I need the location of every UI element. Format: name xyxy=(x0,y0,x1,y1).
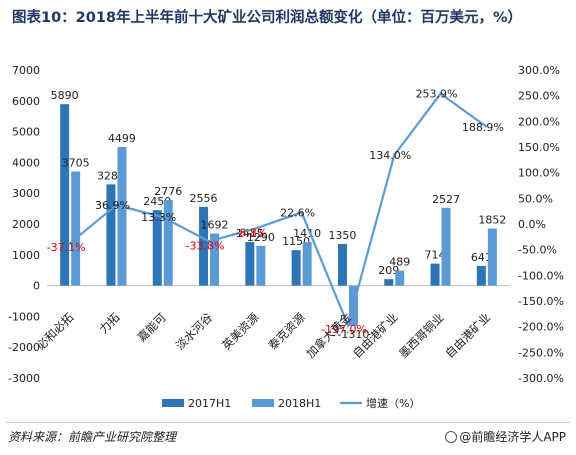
bar-label-2018h1: 1290 xyxy=(247,231,275,244)
legend-label-2017h1: 2017H1 xyxy=(188,397,231,410)
bar-label-2017h1: 1415 xyxy=(236,227,264,240)
growth-rate-label: 13.3% xyxy=(141,211,176,224)
bar-label-2018h1: 1852 xyxy=(478,214,506,227)
source-note: 资料来源：前瞻产业研究院整理 xyxy=(8,430,177,444)
category-label: 力拓 xyxy=(96,310,122,336)
left-axis-tick-label: -2000 xyxy=(8,341,40,354)
legend-label-growth: 增速（%） xyxy=(366,396,420,410)
bar-2018h1 xyxy=(395,270,405,286)
bar-2017h1 xyxy=(476,265,486,286)
bar-label-2017h1: 1350 xyxy=(328,229,356,242)
left-axis-tick-label: 1000 xyxy=(12,249,40,262)
left-axis-tick-label: 3000 xyxy=(12,187,40,200)
category-label: 自由港矿业 xyxy=(442,310,493,361)
growth-rate-label: -197.0% xyxy=(321,323,367,336)
bar-2018h1 xyxy=(163,200,173,286)
left-axis-tick-label: 0 xyxy=(33,280,40,293)
bar-label-2017h1: 641 xyxy=(471,251,492,264)
bar-2017h1 xyxy=(60,104,70,286)
left-axis-tick-label: 5000 xyxy=(12,126,40,139)
left-axis-tick-label: -1000 xyxy=(8,310,40,323)
category-label: 必和必拓 xyxy=(34,310,76,352)
right-axis-tick-label: -150.0% xyxy=(518,295,564,308)
legend-swatch-2018h1 xyxy=(252,399,274,407)
category-label: 泰克资源 xyxy=(265,310,308,353)
bar-2018h1 xyxy=(210,233,220,286)
bar-label-2018h1: -1310 xyxy=(337,328,369,341)
growth-rate-label: 36.9% xyxy=(95,199,130,212)
growth-rate-label: -8.8% xyxy=(235,227,267,240)
bar-2017h1 xyxy=(384,279,394,286)
bar-label-2018h1: 489 xyxy=(389,256,410,269)
left-axis-tick-label: 6000 xyxy=(12,95,40,108)
bar-2017h1 xyxy=(337,244,347,286)
growth-rate-label: -33.8% xyxy=(186,239,225,252)
bar-label-2018h1: 3705 xyxy=(62,156,90,169)
footer-divider xyxy=(6,422,570,423)
bar-label-2017h1: 2556 xyxy=(190,192,218,205)
right-axis-tick-label: -50.0% xyxy=(518,244,557,257)
bar-2017h1 xyxy=(106,184,116,286)
growth-rate-label: 253.9% xyxy=(416,88,458,101)
bar-label-2018h1: 1410 xyxy=(293,227,321,240)
left-axis-tick-label: 4000 xyxy=(12,156,40,169)
bar-2017h1 xyxy=(152,210,162,286)
bar-label-2017h1: 5890 xyxy=(51,89,79,102)
growth-rate-label: 134.0% xyxy=(369,149,411,162)
right-axis-tick-label: 150.0% xyxy=(518,141,560,154)
bar-label-2017h1: 209 xyxy=(378,264,399,277)
bar-2017h1 xyxy=(245,242,255,286)
growth-rate-label: 22.6% xyxy=(280,206,315,219)
bar-2018h1 xyxy=(117,147,127,286)
bar-label-2018h1: 2527 xyxy=(432,193,460,206)
right-axis-tick-label: -250.0% xyxy=(518,346,564,359)
growth-rate-label: 188.9% xyxy=(462,121,504,134)
bar-2018h1 xyxy=(487,228,497,286)
bar-2017h1 xyxy=(291,250,301,286)
bar-2018h1 xyxy=(256,245,266,286)
right-axis-tick-label: 200.0% xyxy=(518,115,560,128)
category-label: 墨西哥铜业 xyxy=(396,310,447,361)
legend-label-2018h1: 2018H1 xyxy=(278,397,321,410)
bar-label-2018h1: 2776 xyxy=(154,185,182,198)
bar-label-2018h1: 4499 xyxy=(108,132,136,145)
growth-rate-line xyxy=(69,92,488,329)
left-axis-tick-label: 7000 xyxy=(12,64,40,77)
bar-2017h1 xyxy=(199,206,209,286)
right-axis-tick-label: 0.0% xyxy=(518,218,546,231)
left-axis-tick-label: -3000 xyxy=(8,372,40,385)
right-axis-tick-label: 250.0% xyxy=(518,90,560,103)
right-axis-tick-label: -300.0% xyxy=(518,372,564,385)
right-axis-tick-label: 100.0% xyxy=(518,167,560,180)
brand-text: @前瞻经济学人APP xyxy=(459,430,566,444)
right-axis-tick-label: 50.0% xyxy=(518,192,553,205)
bar-2017h1 xyxy=(430,263,440,286)
left-axis-tick-label: 2000 xyxy=(12,218,40,231)
bar-label-2018h1: 1692 xyxy=(201,218,229,231)
right-axis-tick-label: -100.0% xyxy=(518,269,564,282)
chart-title: 图表10：2018年上半年前十大矿业公司利润总额变化（单位：百万美元，%） xyxy=(12,10,523,26)
brand-logo-icon xyxy=(445,431,458,443)
category-label: 英美资源 xyxy=(219,310,262,353)
bar-2018h1 xyxy=(441,207,451,286)
right-axis-tick-label: 300.0% xyxy=(518,64,560,77)
category-label: 淡水河谷 xyxy=(173,310,216,353)
bar-2018h1 xyxy=(71,171,81,286)
category-label: 嘉能可 xyxy=(135,310,169,344)
right-axis-tick-label: -200.0% xyxy=(518,321,564,334)
brand-credit: @前瞻经济学人APP xyxy=(445,428,566,445)
legend-swatch-2017h1 xyxy=(162,399,184,407)
bar-2018h1 xyxy=(302,242,312,286)
bar-label-2017h1: 714 xyxy=(425,249,446,262)
growth-rate-label: -37.1% xyxy=(47,241,86,254)
